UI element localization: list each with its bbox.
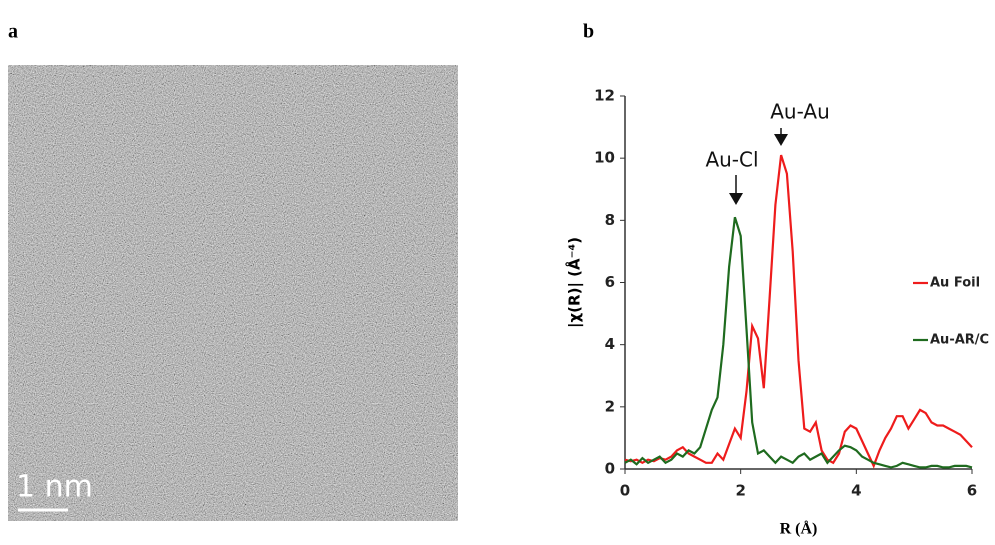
annotation-arrowhead xyxy=(774,134,788,146)
x-tick-label: 4 xyxy=(851,482,861,500)
y-tick-label: 2 xyxy=(605,397,615,415)
y-tick-label: 4 xyxy=(605,335,615,353)
panel-label: b xyxy=(583,21,594,43)
annotation: Au-Au xyxy=(770,100,830,124)
series-line xyxy=(624,216,973,469)
series-line xyxy=(624,154,973,469)
y-tick-label: 8 xyxy=(605,211,615,229)
y-axis-label: |χ(R)| (Å⁻⁴) xyxy=(565,237,585,328)
x-axis-label: R (Å) xyxy=(780,520,818,538)
x-tick-label: 6 xyxy=(967,482,977,500)
y-tick-label: 6 xyxy=(605,273,615,291)
x-tick-label: 2 xyxy=(735,482,745,500)
scale-bar-label: 1 nm xyxy=(16,470,93,505)
annotation-arrowhead xyxy=(729,193,743,205)
legend-label: Au-AR/C xyxy=(930,333,989,348)
chart: 0 2 4 6 8 10 12 0 2 4 6 R (Å) |χ(R)| (Å⁻⁴) Au Foil Au-… xyxy=(565,87,990,538)
y-tick-label: 10 xyxy=(594,149,615,167)
y-tick-label: 0 xyxy=(605,460,615,478)
legend-label: Au Foil xyxy=(930,276,980,291)
micrograph xyxy=(8,65,458,521)
annotation: Au-Cl xyxy=(705,148,758,172)
y-tick-label: 12 xyxy=(594,87,615,105)
x-tick-label: 0 xyxy=(620,482,630,500)
panel-label: a xyxy=(8,21,18,43)
